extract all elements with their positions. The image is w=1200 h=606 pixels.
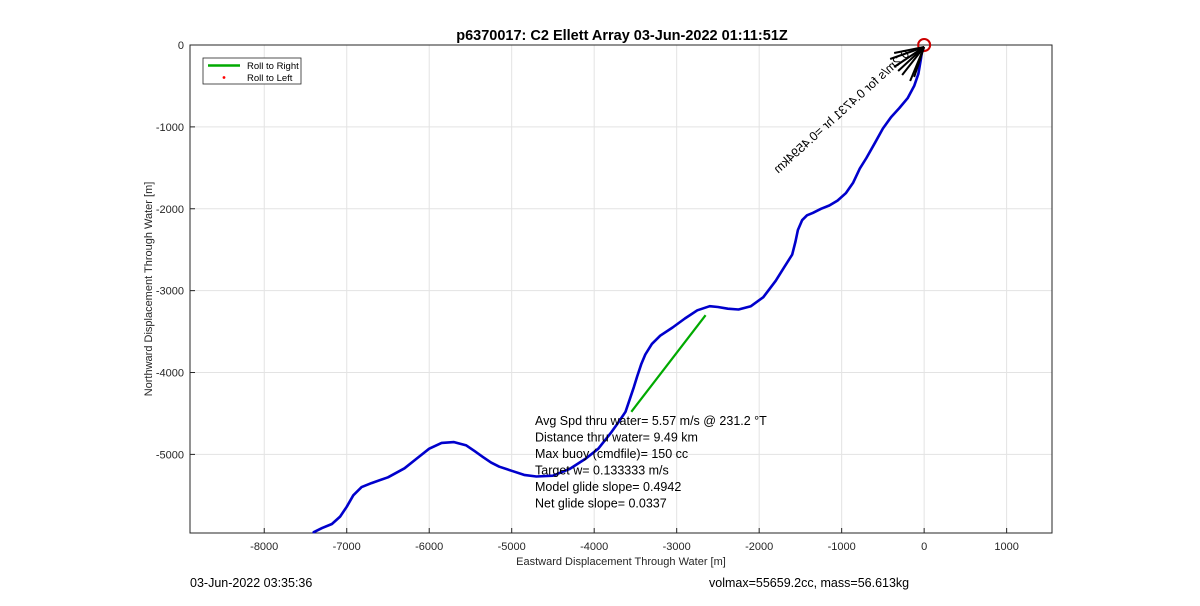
axis-ticks: -8000 -7000 -6000 -5000 -4000 -3000 -2000 -1000…: [156, 40, 1019, 553]
y-tick-label: -5000: [156, 449, 184, 461]
current-arrow-line: [897, 46, 925, 72]
annotation-line: Target w= 0.133333 m/s: [535, 464, 669, 478]
x-tick-label: -5000: [498, 541, 526, 553]
plot-area-frame: [189, 44, 1053, 534]
annotation-line: Model glide slope= 0.4942: [535, 480, 681, 494]
annotations: Avg Spd thru water= 5.57 m/s @ 231.2 °T D…: [535, 414, 767, 511]
legend-swatch-dot: [222, 76, 226, 79]
y-axis-label: Northward Displacement Through Water [m]: [143, 182, 155, 397]
annotation-line: Avg Spd thru water= 5.57 m/s @ 231.2 °T: [535, 414, 767, 428]
annotation-line: Net glide slope= 0.0337: [535, 497, 667, 511]
x-tick-label: 1000: [994, 541, 1018, 553]
x-axis-label: Eastward Displacement Through Water [m]: [516, 556, 726, 568]
legend-label: Roll to Left: [247, 73, 293, 84]
y-tick-label: -4000: [156, 368, 184, 380]
start-marker: [917, 38, 932, 52]
x-tick-label: -4000: [580, 541, 608, 553]
x-tick-label: 0: [921, 541, 927, 553]
footer-volmass: volmax=55659.2cc, mass=56.613kg: [709, 576, 910, 590]
x-tick-label: -3000: [663, 541, 691, 553]
x-tick-label: -8000: [250, 541, 278, 553]
series-group: [312, 38, 932, 534]
roll-to-right-line: [630, 314, 707, 413]
annotation-line: Max buoy (cmdfile)= 150 cc: [535, 447, 688, 461]
x-tick-label: -1000: [828, 541, 856, 553]
y-tick-label: 0: [178, 40, 184, 52]
footer-timestamp: 03-Jun-2022 03:35:36: [190, 576, 313, 590]
chart-title: p6370017: C2 Ellett Array 03-Jun-2022 01…: [456, 28, 788, 44]
x-tick-label: -6000: [415, 541, 443, 553]
y-tick-label: -1000: [156, 122, 184, 134]
x-tick-label: -7000: [333, 541, 361, 553]
annotation-line: Distance thru water= 9.49 km: [535, 431, 698, 445]
legend-box: [202, 57, 302, 85]
current-arrow-line: [893, 46, 925, 54]
track-line: [312, 47, 924, 534]
legend-label: Roll to Right: [247, 61, 299, 72]
x-tick-label: -2000: [745, 541, 773, 553]
current-arrows: 0.2m/s for 0.4731 hr =0.4594km: [771, 46, 926, 176]
y-tick-label: -3000: [156, 286, 184, 298]
y-tick-label: -2000: [156, 204, 184, 216]
current-arrow-line: [913, 46, 926, 78]
